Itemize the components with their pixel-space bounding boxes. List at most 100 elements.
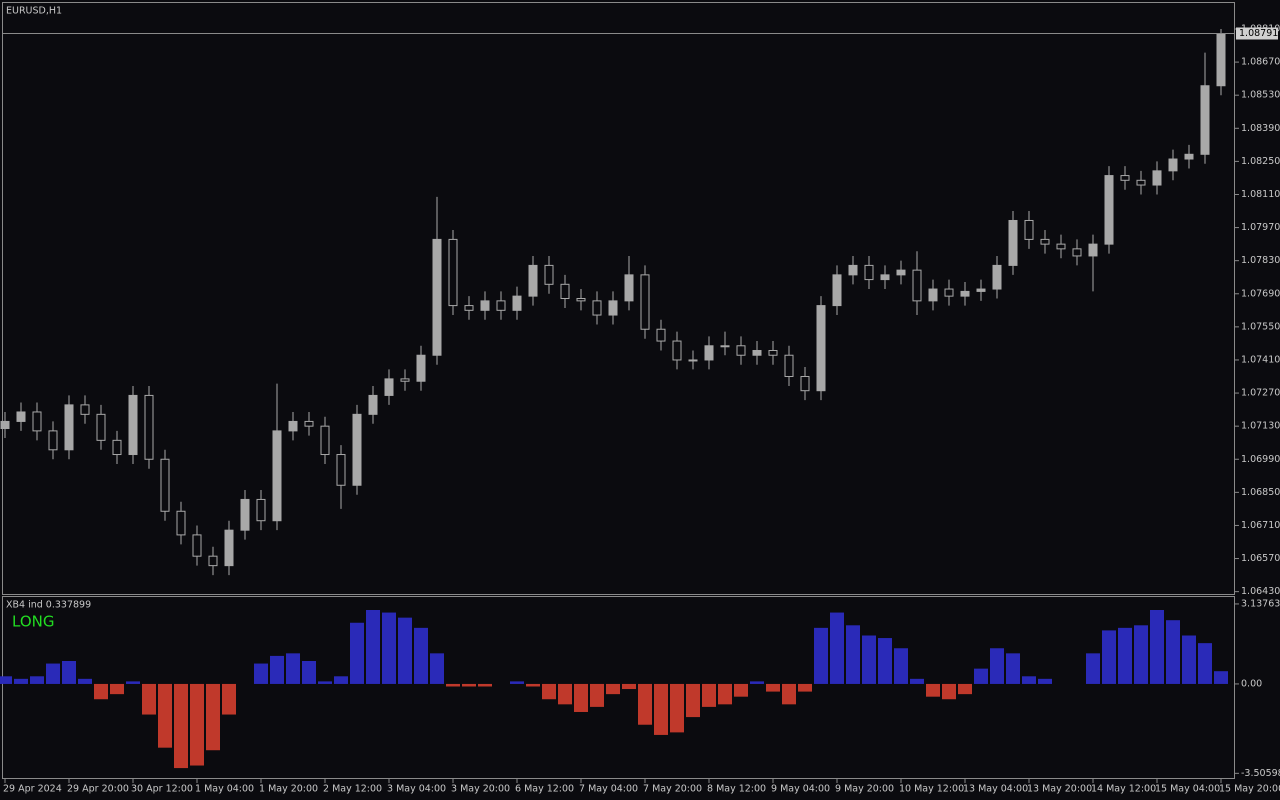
- histogram-bar: [734, 683, 748, 697]
- candle-body: [1056, 243, 1066, 250]
- x-tick-label: 9 May 20:00: [835, 784, 894, 795]
- histogram-bar: [542, 683, 556, 700]
- x-tick-label: 29 Apr 2024: [3, 784, 62, 795]
- candle-body: [496, 300, 506, 311]
- histogram-bar: [62, 660, 76, 684]
- candle-body: [1200, 85, 1210, 155]
- candle-body: [464, 305, 474, 311]
- histogram-bar: [1182, 635, 1196, 684]
- candle-body: [816, 305, 826, 392]
- candle-body: [592, 300, 602, 316]
- histogram-bar: [1134, 625, 1148, 684]
- histogram-bar: [862, 635, 876, 684]
- histogram-bar: [1022, 676, 1036, 684]
- histogram-bar: [750, 681, 764, 684]
- candle-body: [224, 529, 234, 567]
- histogram-bar: [94, 683, 108, 700]
- y-tick-label: 1.08670: [1241, 57, 1280, 68]
- candle-body: [160, 458, 170, 512]
- candle-body: [208, 555, 218, 567]
- candle-body: [1168, 158, 1178, 172]
- x-tick-label: 13 May 20:00: [1027, 784, 1092, 795]
- histogram-bar: [270, 655, 284, 684]
- y-tick-label: 1.07550: [1241, 321, 1280, 332]
- candle-body: [624, 274, 634, 302]
- histogram-bar: [430, 653, 444, 684]
- histogram-bar: [78, 678, 92, 684]
- candle-body: [544, 264, 554, 285]
- y-tick-label: -3.50598: [1241, 768, 1280, 779]
- x-tick-label: 6 May 12:00: [515, 784, 574, 795]
- indicator-title: XB4 ind 0.337899: [6, 600, 91, 611]
- x-tick-label: 13 May 04:00: [963, 784, 1028, 795]
- y-tick-label: 0.00: [1241, 678, 1262, 689]
- histogram-bar: [942, 683, 956, 700]
- x-tick-label: 14 May 12:00: [1091, 784, 1156, 795]
- histogram-bar: [702, 683, 716, 707]
- candle-body: [288, 420, 298, 432]
- candle-body: [896, 269, 906, 276]
- candle-body: [960, 290, 970, 297]
- y-tick-label: 1.06990: [1241, 454, 1280, 465]
- histogram-bar: [1006, 653, 1020, 684]
- candle-body: [528, 264, 538, 297]
- histogram-bar: [478, 683, 492, 687]
- y-tick-label: 1.08110: [1241, 189, 1280, 200]
- candle-body: [336, 454, 346, 486]
- candle-body: [608, 300, 618, 316]
- histogram-bar: [398, 617, 412, 684]
- candle-body: [928, 288, 938, 302]
- candle-body: [48, 430, 58, 451]
- x-tick-label: 2 May 12:00: [323, 784, 382, 795]
- histogram-bar: [1150, 610, 1164, 684]
- histogram-bar: [414, 627, 428, 684]
- histogram-bar: [974, 668, 988, 684]
- histogram-bar: [1166, 620, 1180, 684]
- histogram-bar: [718, 683, 732, 705]
- y-tick-label: 1.08530: [1241, 90, 1280, 101]
- histogram-bar: [46, 663, 60, 684]
- candle-body: [128, 394, 138, 456]
- candle-body: [1040, 238, 1050, 245]
- x-tick-label: 29 Apr 20:00: [67, 784, 129, 795]
- x-tick-label: 1 May 04:00: [195, 784, 254, 795]
- histogram-bar: [926, 683, 940, 697]
- candle-body: [304, 420, 314, 427]
- histogram-bar: [1214, 671, 1228, 684]
- y-tick-label: 1.08390: [1241, 123, 1280, 134]
- x-tick-label: 9 May 04:00: [771, 784, 830, 795]
- histogram-bar: [462, 683, 476, 687]
- candle-body: [800, 376, 810, 392]
- y-tick-label: 1.07830: [1241, 255, 1280, 266]
- candle-body: [880, 274, 890, 281]
- histogram-bar: [830, 612, 844, 684]
- x-tick-label: 15 May 20:00: [1219, 784, 1280, 795]
- candle-body: [320, 425, 330, 456]
- y-tick-label: 1.06850: [1241, 487, 1280, 498]
- current-price-label: 1.08791: [1239, 28, 1278, 39]
- x-tick-label: 7 May 20:00: [643, 784, 702, 795]
- histogram-bar: [206, 683, 220, 751]
- candle-body: [480, 300, 490, 311]
- histogram-bar: [318, 681, 332, 684]
- y-tick-label: 1.06570: [1241, 553, 1280, 564]
- histogram-bar: [30, 676, 44, 684]
- candle-body: [1088, 243, 1098, 257]
- histogram-bar: [14, 678, 28, 684]
- histogram-bar: [1198, 643, 1212, 684]
- histogram-bar: [846, 625, 860, 684]
- histogram-bar: [1102, 630, 1116, 684]
- x-tick-label: 1 May 20:00: [259, 784, 318, 795]
- candle-body: [1120, 175, 1130, 181]
- x-tick-label: 8 May 12:00: [707, 784, 766, 795]
- candle-body: [976, 288, 986, 292]
- candle-body: [1216, 33, 1226, 87]
- histogram-bar: [606, 683, 620, 695]
- candle-body: [864, 264, 874, 281]
- histogram-bar: [366, 610, 380, 684]
- histogram-bar: [174, 683, 188, 769]
- candle-body: [256, 498, 266, 522]
- candle-body: [512, 295, 522, 311]
- histogram-bar: [894, 648, 908, 684]
